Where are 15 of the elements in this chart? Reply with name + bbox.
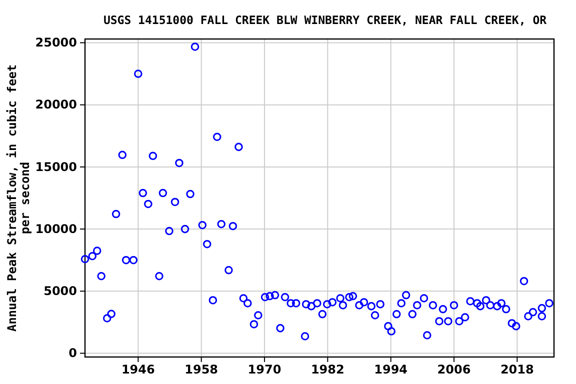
y-tick-label: 10000 [35, 222, 77, 236]
y-tick-label: 25000 [35, 36, 77, 50]
x-tick-label: 1982 [310, 362, 344, 377]
x-tick-label: 1946 [121, 362, 155, 377]
chart-title: USGS 14151000 FALL CREEK BLW WINBERRY CREEK, NEAR FALL CREEK, OR [103, 13, 547, 27]
y-tick-label: 5000 [44, 284, 77, 298]
x-tick-label: 1994 [374, 362, 408, 377]
y-tick-label: 15000 [35, 160, 77, 174]
x-tick-label: 1970 [248, 362, 282, 377]
x-tick-label: 2018 [500, 362, 534, 377]
x-tick-label: 1958 [184, 362, 218, 377]
x-tick-label: 2006 [437, 362, 471, 377]
y-axis-title: Annual Peak Streamflow, in cubic feet per second [5, 64, 32, 332]
y-tick-label: 0 [68, 346, 77, 360]
y-tick-label: 20000 [35, 98, 77, 112]
